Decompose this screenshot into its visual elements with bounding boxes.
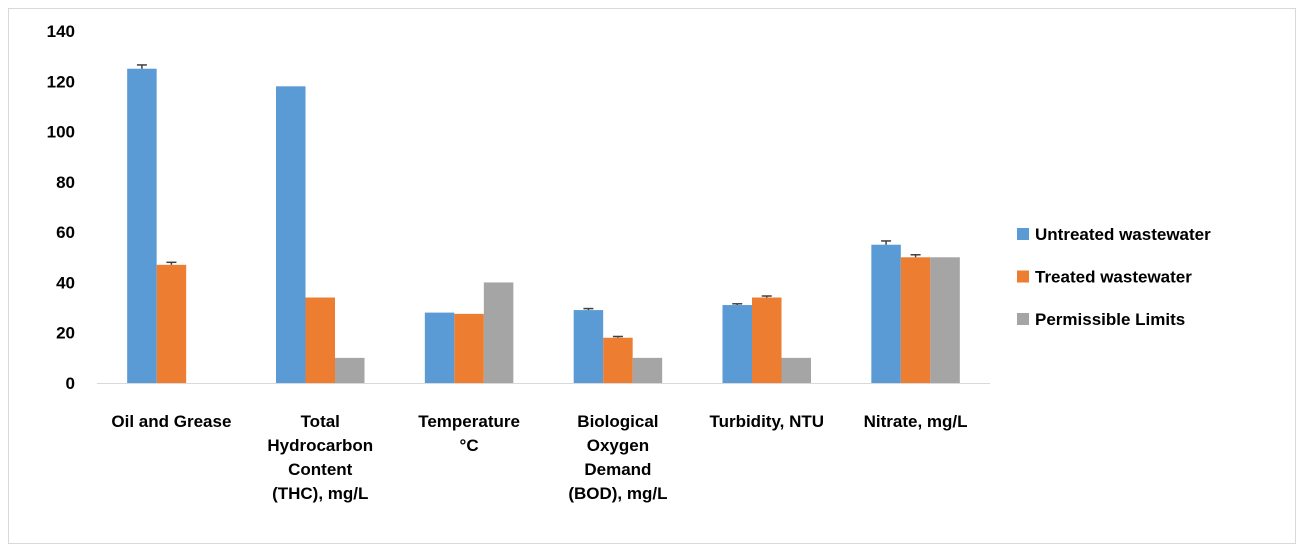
x-category-label: Nitrate, mg/L xyxy=(864,412,968,431)
bar xyxy=(722,305,752,383)
legend-label: Treated wastewater xyxy=(1035,268,1192,287)
y-axis: 0 20 40 60 80 100 120 140 xyxy=(47,22,75,393)
x-category-label: Biological Oxygen Demand (BOD), mg/L xyxy=(568,412,667,503)
y-tick-label: 100 xyxy=(47,123,75,142)
bar xyxy=(454,313,484,383)
x-category-label: Total Hydrocarbon Content (THC), mg/L xyxy=(267,412,373,503)
bar xyxy=(900,257,931,383)
legend-label: Permissible Limits xyxy=(1035,310,1185,329)
bar xyxy=(781,357,811,383)
x-category-label: Temperature °C xyxy=(418,412,520,455)
bar xyxy=(573,310,604,383)
bar xyxy=(930,257,960,383)
y-tick-label: 60 xyxy=(56,223,75,242)
y-tick-label: 120 xyxy=(47,72,75,91)
y-tick-label: 140 xyxy=(47,22,75,41)
legend-label: Untreated wastewater xyxy=(1035,225,1211,244)
bar xyxy=(752,297,782,383)
y-tick-label: 80 xyxy=(56,173,75,192)
bar xyxy=(424,312,455,383)
legend: Untreated wastewater Treated wastewater Pe… xyxy=(1017,225,1211,329)
bar xyxy=(276,86,306,384)
bar xyxy=(871,244,901,383)
bar xyxy=(335,357,365,383)
x-category-label: Turbidity, NTU xyxy=(709,412,824,431)
bar xyxy=(632,357,663,383)
bar xyxy=(483,282,514,383)
bars xyxy=(127,64,960,384)
legend-swatch xyxy=(1017,313,1029,325)
bar xyxy=(305,297,335,383)
bar xyxy=(156,264,187,383)
y-tick-label: 40 xyxy=(56,273,75,292)
chart-frame xyxy=(8,8,1296,544)
y-tick-label: 20 xyxy=(56,324,75,343)
y-tick-label: 0 xyxy=(66,374,75,393)
legend-swatch xyxy=(1017,270,1029,283)
x-category-label: Oil and Grease xyxy=(111,412,231,431)
legend-swatch xyxy=(1017,228,1029,240)
x-axis: Oil and Grease Total Hydrocarbon Content (TH… xyxy=(97,383,990,503)
bar xyxy=(127,68,157,383)
bar xyxy=(603,337,633,383)
